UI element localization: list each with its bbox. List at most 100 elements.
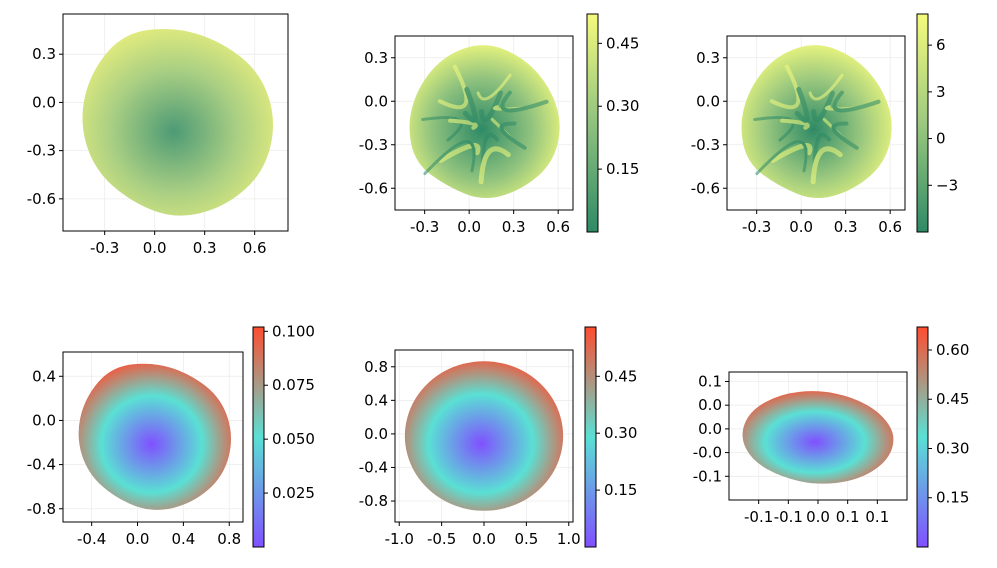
panel-6: -0.1 -0.1 0.0 0.1 0.10.10.00.0-0.0-0.10.600.…: [693, 326, 969, 548]
texture-streak: [448, 118, 478, 130]
texture-streak: [437, 64, 469, 110]
y-tick-label: 0.0: [32, 93, 56, 111]
x-tick-label: -0.5: [427, 530, 456, 548]
colorbar: 0.60 0.45 0.30 0.15: [916, 326, 969, 548]
texture-streak: [476, 73, 512, 101]
panel-4: -0.4 0.0 0.4 0.8 0.4 0.0 -0.4 -0.8 0.100 0.075 0.0…: [27, 322, 315, 548]
colorbar-scale: [586, 13, 599, 233]
x-tick-label: -0.1: [774, 508, 803, 526]
texture-streak: [831, 121, 859, 150]
colorbar-tick-label: 0.30: [606, 97, 639, 115]
x-tick-label: 0.8: [217, 530, 241, 548]
texture-streak: [423, 140, 476, 176]
surface-field: [78, 363, 232, 510]
y-tick-label: -0.6: [27, 190, 56, 208]
x-tick-label: 0.0: [806, 508, 830, 526]
colorbar-tick-label: 0.025: [272, 484, 315, 502]
axes-frame: [394, 35, 574, 211]
colorbar-tick-label: 0.100: [272, 322, 315, 340]
texture-streak: [499, 121, 527, 150]
y-tick-label: -0.3: [359, 136, 388, 154]
colorbar-tick-label: 0.30: [936, 439, 969, 457]
colorbar-tick-label: 0: [936, 130, 946, 148]
colorbar: 6 3 0 −3: [916, 13, 958, 233]
texture-streak: [811, 90, 835, 123]
colorbar-tick-label: 0.45: [604, 367, 637, 385]
colorbar: 0.45 0.30 0.15: [586, 13, 639, 233]
colorbar: 0.45 0.30 0.15: [584, 326, 637, 548]
surface-field: [742, 391, 894, 484]
texture-streak: [479, 90, 503, 123]
y-tick-label: 0.0: [698, 420, 722, 438]
y-tick-label: -0.6: [691, 179, 720, 197]
y-tick-label: -0.8: [359, 492, 388, 510]
colorbar-tick-label: −3: [936, 176, 958, 194]
y-tick-label: 0.0: [696, 92, 720, 110]
axes-frame: [726, 35, 906, 211]
y-tick-label: -0.3: [691, 136, 720, 154]
x-tick-label: -1.0: [385, 530, 414, 548]
x-tick-label: 0.0: [126, 530, 150, 548]
texture-streak: [832, 90, 881, 113]
colorbar-tick-label: 0.45: [936, 390, 969, 408]
texture-streak: [769, 64, 801, 110]
colorbar-tick-label: 0.30: [604, 424, 637, 442]
x-tick-label: -0.3: [90, 239, 119, 257]
x-tick-label: 1.0: [557, 530, 581, 548]
x-tick-label: 0.1: [836, 508, 860, 526]
x-tick-label: -0.3: [410, 218, 439, 236]
colorbar-tick-label: 0.15: [606, 160, 639, 178]
y-tick-label: 0.0: [32, 411, 56, 429]
surface-field: [404, 361, 564, 511]
x-tick-label: 0.4: [171, 530, 195, 548]
texture-streak: [808, 73, 844, 101]
colorbar-scale: [252, 326, 265, 548]
texture-streak: [812, 132, 832, 166]
x-tick-label: 0.6: [243, 239, 267, 257]
y-tick-label: -0.3: [27, 142, 56, 160]
axes-frame: [62, 351, 244, 523]
y-tick-label: 0.4: [32, 367, 56, 385]
x-tick-label: 0.0: [457, 218, 481, 236]
texture-streak: [780, 118, 810, 130]
x-tick-label: 0.5: [514, 530, 538, 548]
y-tick-label: 0.3: [696, 49, 720, 67]
y-tick-label: -0.6: [359, 179, 388, 197]
panel-2: -0.3 0.0 0.3 0.6 0.3 0.0 -0.3 -0.6 0.45 0.30 0.15: [359, 13, 639, 236]
axes-frame: [62, 13, 289, 232]
colorbar-tick-label: 3: [936, 83, 946, 101]
x-tick-label: 0.6: [878, 218, 902, 236]
x-tick-label: 0.6: [546, 218, 570, 236]
y-tick-label: -0.4: [359, 458, 388, 476]
y-tick-label: -0.4: [27, 456, 56, 474]
panel-5: -1.0 -0.5 0.0 0.5 1.00.80.40.0-0.4-0.80.450.…: [359, 326, 637, 548]
colorbar-scale: [916, 13, 929, 233]
y-tick-label: 0.1: [698, 372, 722, 390]
y-tick-label: 0.0: [364, 92, 388, 110]
x-tick-label: -0.3: [742, 218, 771, 236]
colorbar-tick-label: 0.075: [272, 376, 315, 394]
y-tick-label: 0.0: [698, 396, 722, 414]
colorbar-tick-label: 6: [936, 36, 946, 54]
texture-streak: [480, 132, 500, 166]
colorbar-tick-label: 0.050: [272, 430, 315, 448]
y-tick-label: 0.0: [364, 425, 388, 443]
texture-streak: [478, 146, 511, 185]
texture-streak: [810, 146, 843, 185]
surface-field: [82, 28, 274, 216]
colorbar-tick-label: 0.15: [604, 481, 637, 499]
panel-3: -0.3 0.0 0.3 0.6 0.3 0.0 -0.3 -0.6 6 3 0 −3: [691, 13, 958, 236]
x-tick-label: 0.0: [789, 218, 813, 236]
y-tick-label: 0.4: [364, 391, 388, 409]
colorbar-scale: [584, 326, 597, 548]
y-tick-label: -0.0: [693, 444, 722, 462]
y-tick-label: -0.1: [693, 467, 722, 485]
texture-streak: [755, 140, 808, 176]
surface-texture: [753, 64, 881, 185]
x-tick-label: 0.3: [193, 239, 217, 257]
surface-texture: [421, 64, 549, 185]
panel-1: -0.3 0.0 0.3 0.6 0.3 0.0 -0.3 -0.6: [27, 13, 289, 257]
colorbar: 0.100 0.075 0.050 0.025: [252, 322, 315, 548]
y-tick-label: 0.8: [364, 358, 388, 376]
